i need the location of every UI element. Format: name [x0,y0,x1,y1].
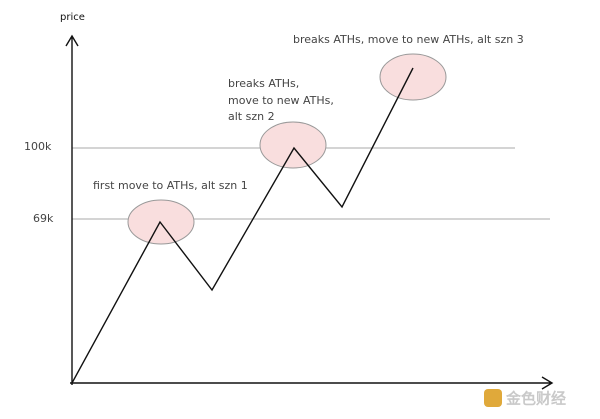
annotation: breaks ATHs, [228,77,299,90]
highlight [127,199,195,245]
level-label: 100k [24,140,52,153]
annotation: first move to ATHs, alt szn 1 [93,179,248,192]
annotation: move to new ATHs, [228,94,334,107]
x-axis [70,376,554,390]
axis-label: price [60,12,85,23]
price-path [71,67,414,384]
level-label: 69k [33,212,54,225]
y-axis [65,34,79,385]
annotation: alt szn 2 [228,110,275,123]
watermark: 金色财经 [505,390,566,408]
highlight [259,121,327,169]
watermark-icon [484,389,502,407]
highlight [379,53,447,101]
annotation: breaks ATHs, move to new ATHs, alt szn 3 [293,33,524,46]
